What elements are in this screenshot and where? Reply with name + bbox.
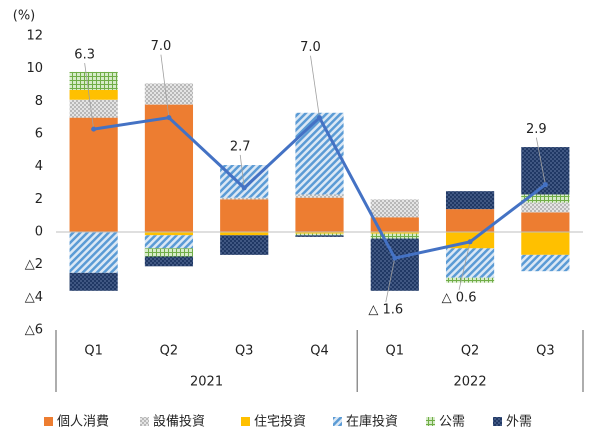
- x-tick-label: Q1: [84, 344, 103, 359]
- y-tick-label: 8: [35, 94, 43, 109]
- bar-segment: [144, 83, 194, 105]
- bar-segment: [445, 277, 495, 283]
- bar-segment: [220, 165, 269, 198]
- bar-segment: [370, 238, 419, 291]
- bar-segment: [445, 248, 495, 278]
- y-tick-label: △4: [25, 290, 43, 305]
- leader-line: [535, 137, 546, 185]
- y-tick-label: △6: [25, 323, 43, 338]
- y-tick-label: △2: [25, 257, 43, 272]
- legend-label: 外需: [506, 415, 532, 430]
- legend-label: 個人消費: [57, 415, 109, 430]
- y-tick-label: 10: [26, 61, 43, 76]
- bar-segment: [521, 254, 570, 272]
- total-point: [317, 115, 322, 121]
- bar-segment: [69, 272, 118, 291]
- total-point: [542, 182, 548, 188]
- value-label: 2.7: [230, 139, 251, 154]
- total-point: [91, 126, 97, 132]
- bar-segment: [445, 209, 495, 232]
- legend-swatch: [44, 417, 53, 426]
- bar-segment: [521, 212, 570, 232]
- bar-segment: [69, 99, 118, 118]
- value-label: 2.9: [526, 122, 547, 137]
- x-group-label: 2021: [190, 375, 223, 390]
- y-tick-label: 6: [35, 127, 43, 142]
- bar-segment: [144, 248, 194, 257]
- x-tick-label: Q2: [160, 344, 179, 359]
- bar-segment: [445, 191, 495, 210]
- legend-swatch: [140, 417, 149, 426]
- bar-segment: [521, 194, 570, 203]
- bar-segment: [295, 194, 344, 198]
- bar-segment: [295, 197, 344, 232]
- bar-segment: [295, 232, 344, 234]
- legend-label: 公需: [439, 415, 465, 430]
- bar-segment: [370, 199, 419, 218]
- x-tick-label: Q4: [310, 344, 329, 359]
- x-tick-label: Q2: [461, 344, 480, 359]
- legend-label: 設備投資: [153, 414, 205, 430]
- bar-segment: [295, 233, 344, 236]
- bar-segment: [69, 117, 118, 232]
- bar-segment: [220, 199, 269, 232]
- bar-segment: [144, 104, 194, 232]
- legend-swatch: [493, 417, 502, 426]
- x-tick-label: Q3: [536, 344, 555, 359]
- bar-segment: [144, 235, 194, 249]
- x-group-label: 2022: [454, 375, 487, 390]
- value-label: △ 0.6: [442, 290, 477, 305]
- y-unit: (%): [13, 9, 36, 24]
- value-label: 6.3: [74, 48, 95, 63]
- bar-segment: [69, 89, 118, 100]
- bar-segment: [521, 147, 570, 195]
- bar-segment: [69, 232, 118, 273]
- legend-swatch: [333, 417, 342, 426]
- bar-segment: [370, 233, 419, 239]
- bar-segment: [295, 235, 344, 237]
- total-point: [241, 185, 247, 191]
- total-point: [392, 255, 398, 261]
- leader-line: [239, 154, 245, 188]
- value-label: 7.0: [300, 40, 321, 55]
- bar-segment: [370, 232, 419, 234]
- bar-segment: [144, 232, 194, 236]
- leader-line: [310, 55, 320, 118]
- bar-segment: [521, 232, 570, 255]
- legend-label: 住宅投資: [254, 414, 306, 430]
- x-tick-label: Q1: [386, 344, 405, 359]
- y-tick-label: 12: [26, 29, 43, 44]
- legend-swatch: [426, 417, 435, 426]
- bar-segment: [220, 232, 269, 236]
- total-point: [467, 239, 473, 245]
- bar-segment: [370, 217, 419, 232]
- bar-segment: [521, 202, 570, 213]
- bar-segment: [220, 197, 269, 200]
- leader-line: [160, 54, 170, 118]
- leader-line: [385, 258, 396, 303]
- y-tick-label: 4: [35, 159, 43, 174]
- x-tick-label: Q3: [235, 344, 254, 359]
- leader-line: [84, 63, 95, 130]
- bar-segment: [220, 235, 269, 255]
- value-label: 7.0: [151, 39, 172, 54]
- y-tick-label: 2: [35, 192, 43, 207]
- value-label: △ 1.6: [368, 303, 403, 318]
- y-tick-label: 0: [35, 225, 43, 240]
- bar-segment: [69, 71, 118, 90]
- bar-segment: [295, 112, 344, 195]
- bar-segment: [144, 256, 194, 267]
- legend-label: 在庫投資: [346, 414, 398, 430]
- leader-line: [458, 241, 471, 290]
- total-point: [166, 115, 172, 121]
- legend-swatch: [241, 417, 250, 426]
